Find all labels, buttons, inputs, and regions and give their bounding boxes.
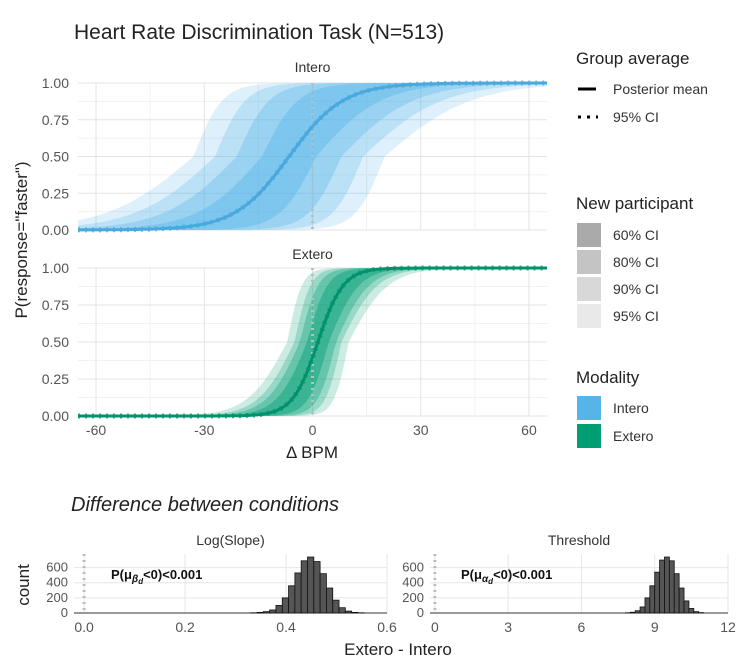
- histogram-bar: [307, 556, 315, 614]
- y-tick-label: 0.00: [42, 222, 69, 238]
- panel-strip-label: Log(Slope): [196, 532, 265, 548]
- x-tick-label: -60: [86, 422, 106, 438]
- participant-ci-swatch: [577, 304, 601, 328]
- histogram-bar: [332, 599, 340, 614]
- histogram-bar: [294, 572, 302, 614]
- histogram-bar: [659, 559, 665, 614]
- participant-ci-swatch: [577, 277, 601, 301]
- histogram-bar: [300, 560, 308, 614]
- histogram-bar: [644, 597, 651, 614]
- histogram-bar: [673, 573, 680, 614]
- histogram-bar: [313, 561, 321, 614]
- participant-ci-label: 80% CI: [613, 254, 659, 270]
- y-tick-label: 0.50: [42, 149, 69, 165]
- legend-modality-title: Modality: [576, 368, 640, 387]
- y-tick-label: 400: [402, 575, 424, 590]
- x-tick-label: 0: [431, 619, 439, 635]
- x-tick-label: 60: [521, 422, 537, 438]
- extero-panel: Extero 0.00 0.25 0.50 0.75 1.00 -60 -30 0 30 60: [42, 246, 547, 438]
- intero-panel: Intero 0.00 0.25 0.50 0.75 1.00: [42, 59, 547, 238]
- x-tick-label: 0: [309, 422, 317, 438]
- group-ci95-dotted-line: [78, 265, 547, 419]
- modality-swatch: [577, 424, 601, 448]
- histogram-bar: [629, 611, 636, 614]
- y-tick-label: 0.75: [42, 297, 69, 313]
- histogram-bar: [351, 611, 359, 614]
- legend: Group average Posterior mean 95% CI New …: [576, 49, 708, 448]
- histogram-bar: [654, 571, 661, 614]
- histogram-bar: [639, 606, 646, 614]
- figure-title: Heart Rate Discrimination Task (N=513): [74, 21, 444, 44]
- x-axis-label: Δ BPM: [286, 443, 338, 462]
- legend-ci95: 95% CI: [613, 109, 659, 125]
- y-tick-label: 200: [46, 590, 68, 605]
- y-tick-label: 600: [402, 560, 424, 575]
- x-tick-label: -30: [194, 422, 214, 438]
- participant-ci-label: 95% CI: [613, 308, 659, 324]
- histogram-bar: [262, 611, 271, 614]
- participant-ci-swatch: [577, 250, 601, 274]
- x-tick-label: 0.6: [377, 619, 397, 635]
- x-tick-label: 12: [720, 619, 736, 635]
- difference-subtitle: Difference between conditions: [71, 494, 339, 516]
- group-ci95-dotted-line: [78, 80, 547, 233]
- panel-strip-label: Intero: [295, 59, 331, 75]
- x-tick-label: 30: [413, 422, 429, 438]
- participant-ci-label: 90% CI: [613, 281, 659, 297]
- histogram-bar: [693, 611, 700, 614]
- count-axis-label: count: [14, 564, 33, 606]
- y-axis-label: P(response="faster"): [12, 161, 31, 318]
- histogram-bar: [664, 556, 670, 614]
- y-tick-label: 0.50: [42, 334, 69, 350]
- participant-ci-swatch: [577, 223, 601, 247]
- histogram-bar: [319, 573, 327, 614]
- y-tick-label: 0.00: [42, 408, 69, 424]
- y-tick-label: 1.00: [42, 75, 69, 91]
- y-tick-label: 1.00: [42, 260, 69, 276]
- histogram-bar: [634, 610, 641, 614]
- histogram-bar: [688, 608, 695, 614]
- histogram-bar: [326, 587, 334, 614]
- histogram-bar: [649, 585, 656, 614]
- x-tick-label: 9: [651, 619, 659, 635]
- panel-strip-label: Threshold: [548, 532, 610, 548]
- legend-group-title: Group average: [576, 49, 689, 68]
- histogram-bar: [668, 560, 675, 614]
- histogram-bar: [683, 600, 690, 614]
- y-tick-label: 0: [61, 605, 68, 620]
- histogram-bar: [281, 597, 289, 614]
- histogram-bar: [269, 609, 277, 614]
- y-tick-label: 0.75: [42, 112, 69, 128]
- x-tick-label: 0.4: [276, 619, 296, 635]
- y-tick-label: 200: [402, 590, 424, 605]
- x-tick-label: 0.0: [74, 619, 94, 635]
- difference-x-axis-label: Extero - Intero: [344, 640, 452, 659]
- y-tick-label: 600: [46, 560, 68, 575]
- y-tick-label: 0.25: [42, 185, 69, 201]
- y-tick-label: 0.25: [42, 371, 69, 387]
- histogram-bar: [344, 610, 353, 614]
- x-tick-label: 0.2: [175, 619, 195, 635]
- histogram-bar: [256, 611, 264, 614]
- modality-swatch: [577, 396, 601, 420]
- x-tick-label: 6: [578, 619, 586, 635]
- legend-posterior-mean: Posterior mean: [613, 81, 708, 97]
- legend-participant-title: New participant: [576, 194, 693, 213]
- participant-ci-label: 60% CI: [613, 227, 659, 243]
- panel-strip-label: Extero: [292, 246, 333, 262]
- modality-label: Extero: [613, 428, 654, 444]
- x-tick-label: 3: [504, 619, 512, 635]
- modality-label: Intero: [613, 400, 649, 416]
- histogram-bar: [288, 585, 296, 614]
- histogram-bar: [338, 607, 346, 614]
- histogram-bar: [275, 605, 283, 614]
- histogram-bar: [678, 587, 685, 614]
- y-tick-label: 0: [417, 605, 424, 620]
- y-tick-label: 400: [46, 575, 68, 590]
